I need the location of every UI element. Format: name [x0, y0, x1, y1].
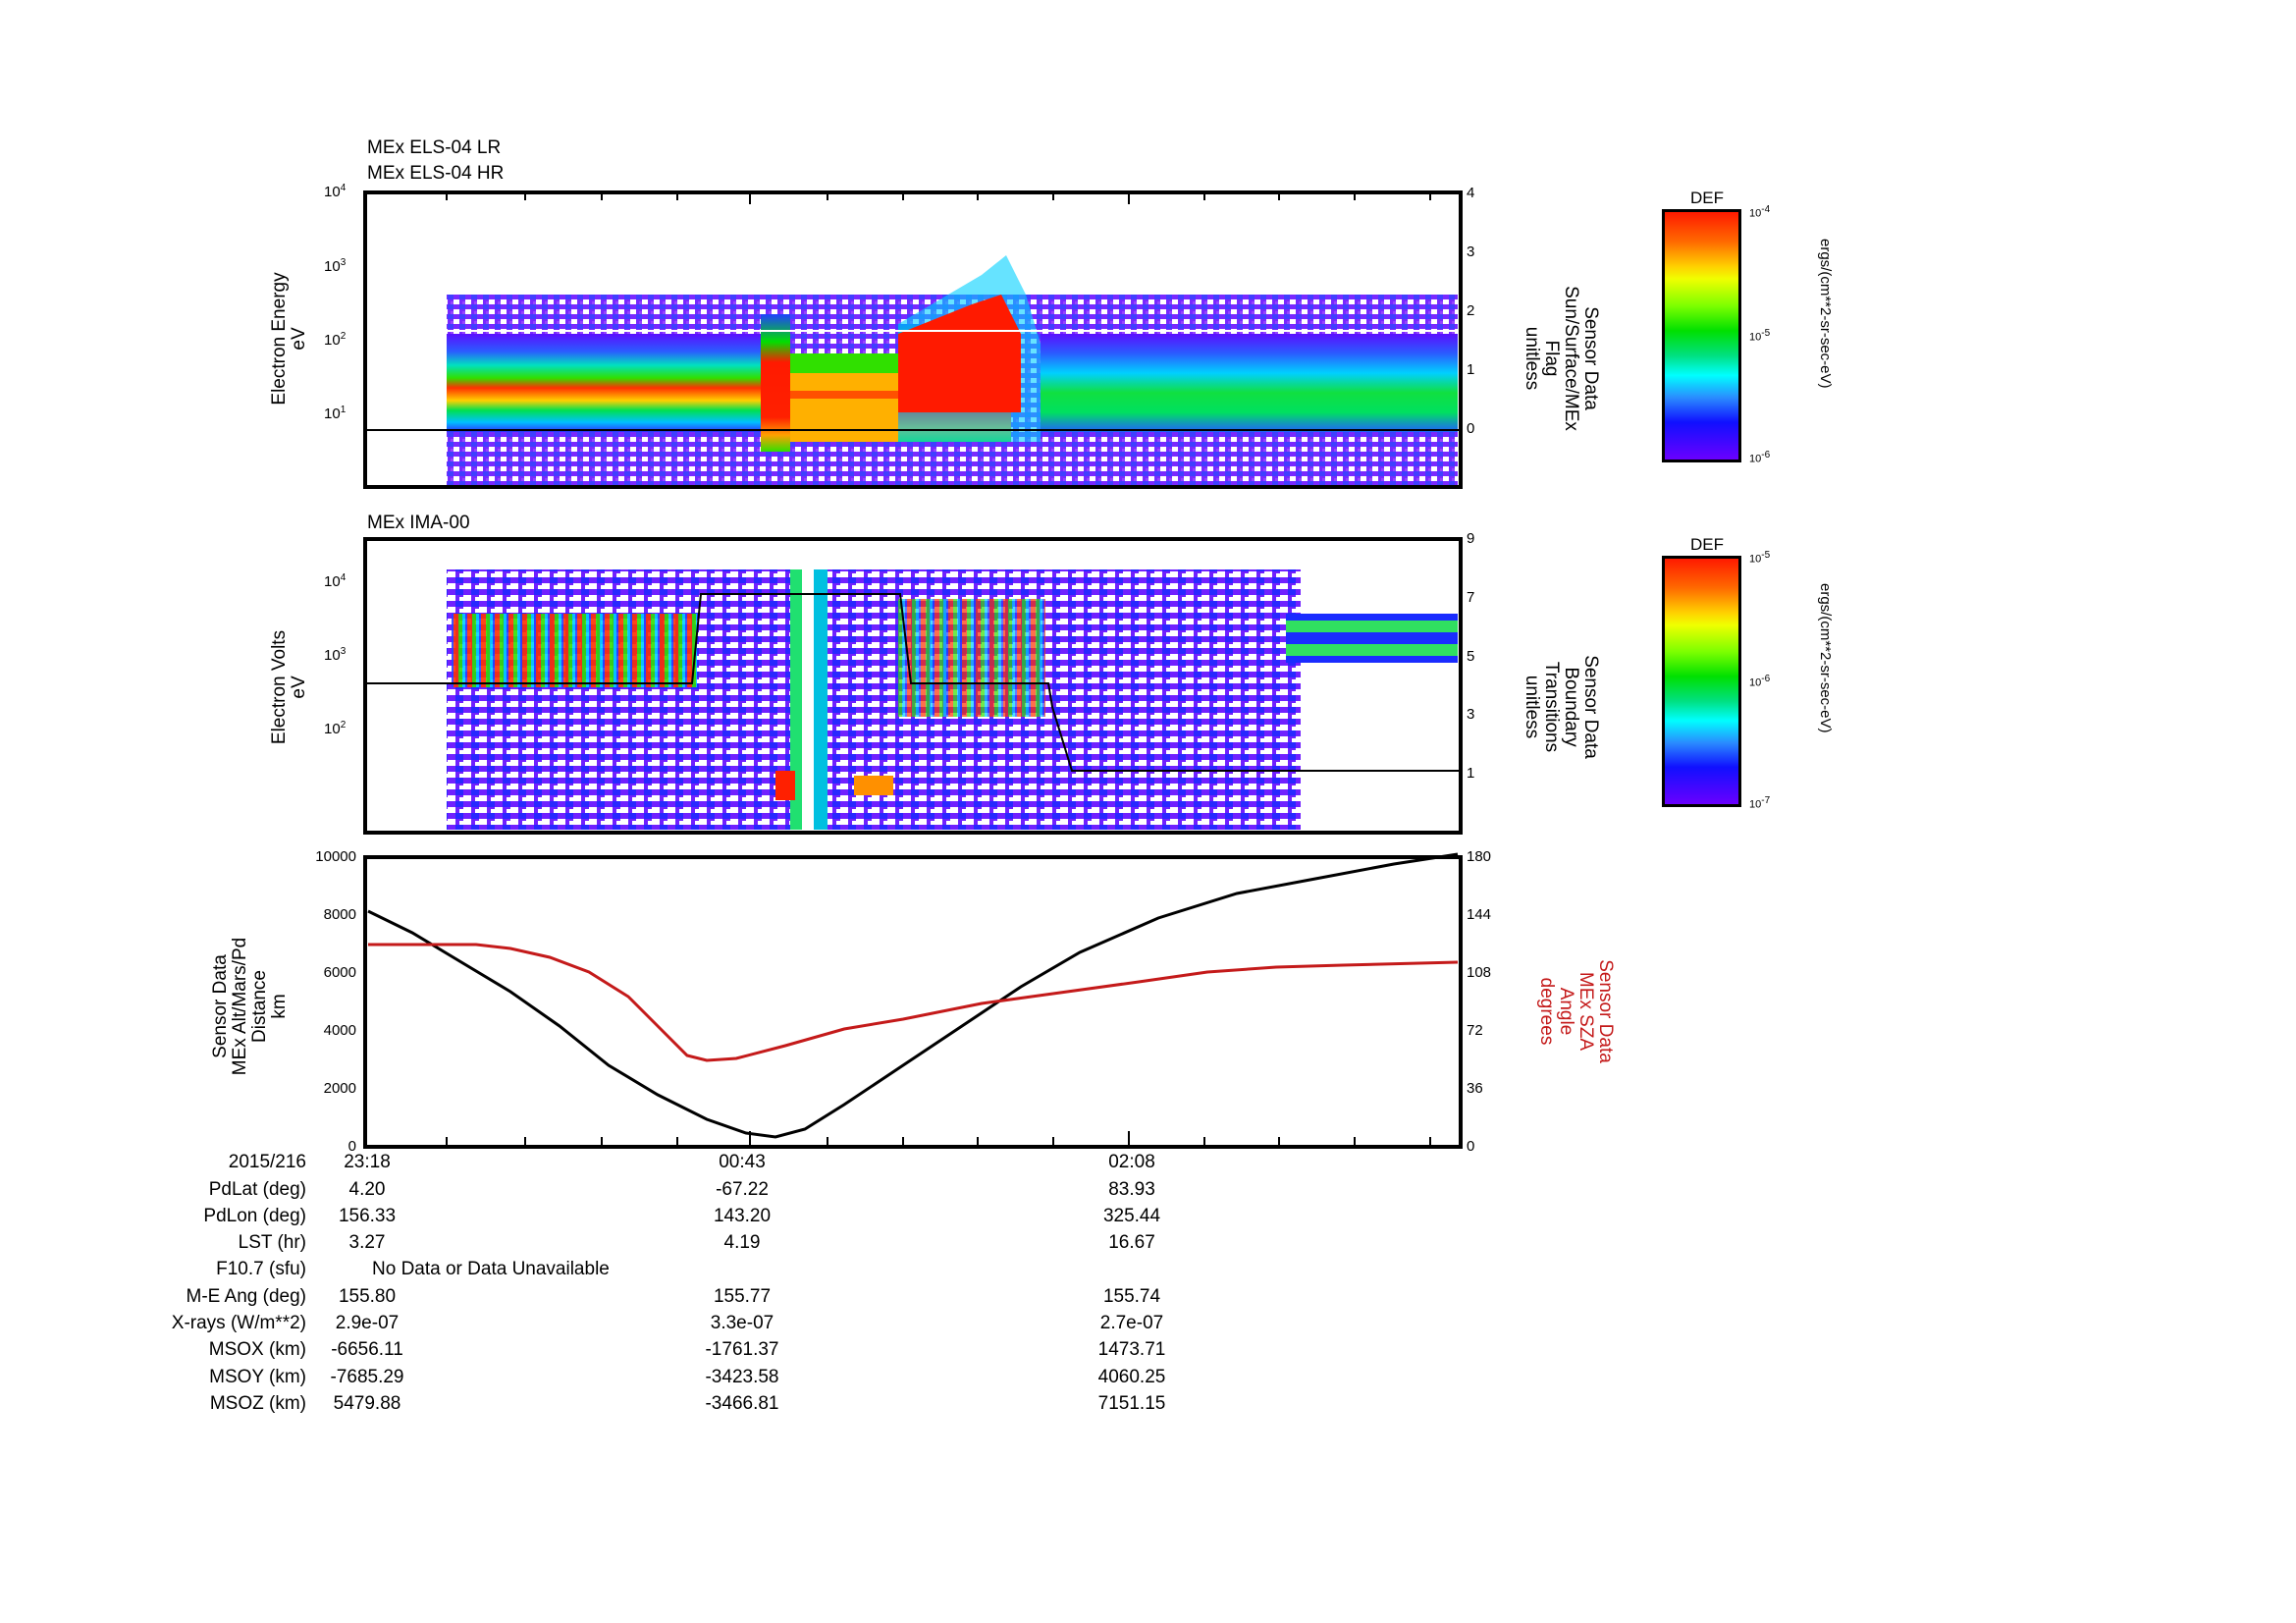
ima-colorbar-units: ergs/(cm**2-sr-sec-eV)	[1817, 583, 1834, 733]
els-title-lr: MEx ELS-04 LR	[367, 137, 502, 158]
els-ytick: 102	[324, 331, 347, 349]
ima-ytick: 104	[324, 572, 347, 590]
sza-ytick: 0	[1467, 1138, 1475, 1155]
sza-ytick: 108	[1467, 964, 1492, 981]
ima-ytick: 103	[324, 646, 347, 664]
els-spectrogram	[447, 255, 1458, 487]
alt-ytick: 0	[347, 1138, 356, 1155]
els-colorbar-max: 10-4	[1749, 204, 1771, 220]
els-ylabel-right: Sensor Data Sun/Surface/MEx Flag unitless	[1522, 286, 1601, 431]
time-label: 02:08	[1108, 1152, 1155, 1172]
alt-ytick: 4000	[323, 1022, 356, 1039]
sza-line	[368, 943, 1459, 1062]
sza-ytick: 180	[1467, 848, 1492, 865]
els-ytick: 103	[324, 257, 347, 275]
els-frame	[363, 190, 1463, 489]
els-ylabel-left: Electron Energy eV	[269, 272, 309, 406]
ima-ytick-right: 1	[1467, 765, 1475, 782]
els-ytick-right: 0	[1467, 420, 1475, 437]
ima-ytick: 102	[324, 720, 347, 737]
els-ytick-right: 4	[1467, 185, 1475, 201]
els-ytick-right: 3	[1467, 243, 1475, 260]
alt-sza-frame	[363, 855, 1463, 1149]
ima-colorbar-title: DEF	[1690, 535, 1724, 554]
ima-ylabel-right: Sensor Data Boundary Transitions unitless	[1522, 655, 1601, 759]
ima-ytick-right: 7	[1467, 589, 1475, 606]
els-colorbar-units: ergs/(cm**2-sr-sec-eV)	[1817, 239, 1834, 389]
els-ytick-right: 2	[1467, 302, 1475, 319]
alt-ytick: 6000	[323, 964, 356, 981]
ima-colorbar-max: 10-5	[1749, 550, 1771, 566]
boundary-transitions-line	[365, 593, 1461, 772]
sza-ylabel-right: Sensor Data MEx SZA Angle degrees	[1536, 959, 1616, 1063]
ima-frame	[363, 537, 1463, 835]
time-label: 23:18	[344, 1152, 391, 1172]
ima-title: MEx IMA-00	[367, 513, 470, 533]
alt-ytick: 8000	[323, 906, 356, 923]
x-axis-ticks	[446, 192, 1431, 1147]
ima-ylabel-left: Electron Volts eV	[269, 629, 309, 745]
alt-ytick: 2000	[323, 1080, 356, 1097]
ima-ytick-right: 3	[1467, 706, 1475, 723]
els-colorbar	[1662, 209, 1741, 462]
ima-spectrogram	[447, 569, 1458, 830]
date-label: 2015/216	[228, 1152, 306, 1172]
els-ytick: 101	[324, 405, 347, 422]
els-colorbar-title: DEF	[1690, 189, 1724, 207]
alt-ylabel-left: Sensor Data MEx Alt/Mars/Pd Distance km	[210, 937, 290, 1076]
sza-ytick: 36	[1467, 1080, 1483, 1097]
ima-ytick-right: 5	[1467, 648, 1475, 665]
els-ytick-right: 1	[1467, 361, 1475, 378]
ima-colorbar	[1662, 556, 1741, 807]
sza-ytick: 144	[1467, 906, 1492, 923]
els-colorbar-min: 10-6	[1749, 450, 1771, 465]
time-label: 00:43	[719, 1152, 766, 1172]
ima-colorbar-mid: 10-6	[1749, 674, 1771, 689]
els-title-hr: MEx ELS-04 HR	[367, 163, 505, 184]
ima-colorbar-min: 10-7	[1749, 795, 1771, 811]
altitude-line	[367, 852, 1459, 1139]
els-colorbar-mid: 10-5	[1749, 328, 1771, 344]
ima-ytick-right: 9	[1467, 530, 1475, 547]
alt-ytick: 10000	[315, 848, 356, 865]
els-ytick: 104	[324, 183, 347, 200]
f107-no-data: No Data or Data Unavailable	[372, 1259, 610, 1279]
sza-ytick: 72	[1467, 1022, 1483, 1039]
